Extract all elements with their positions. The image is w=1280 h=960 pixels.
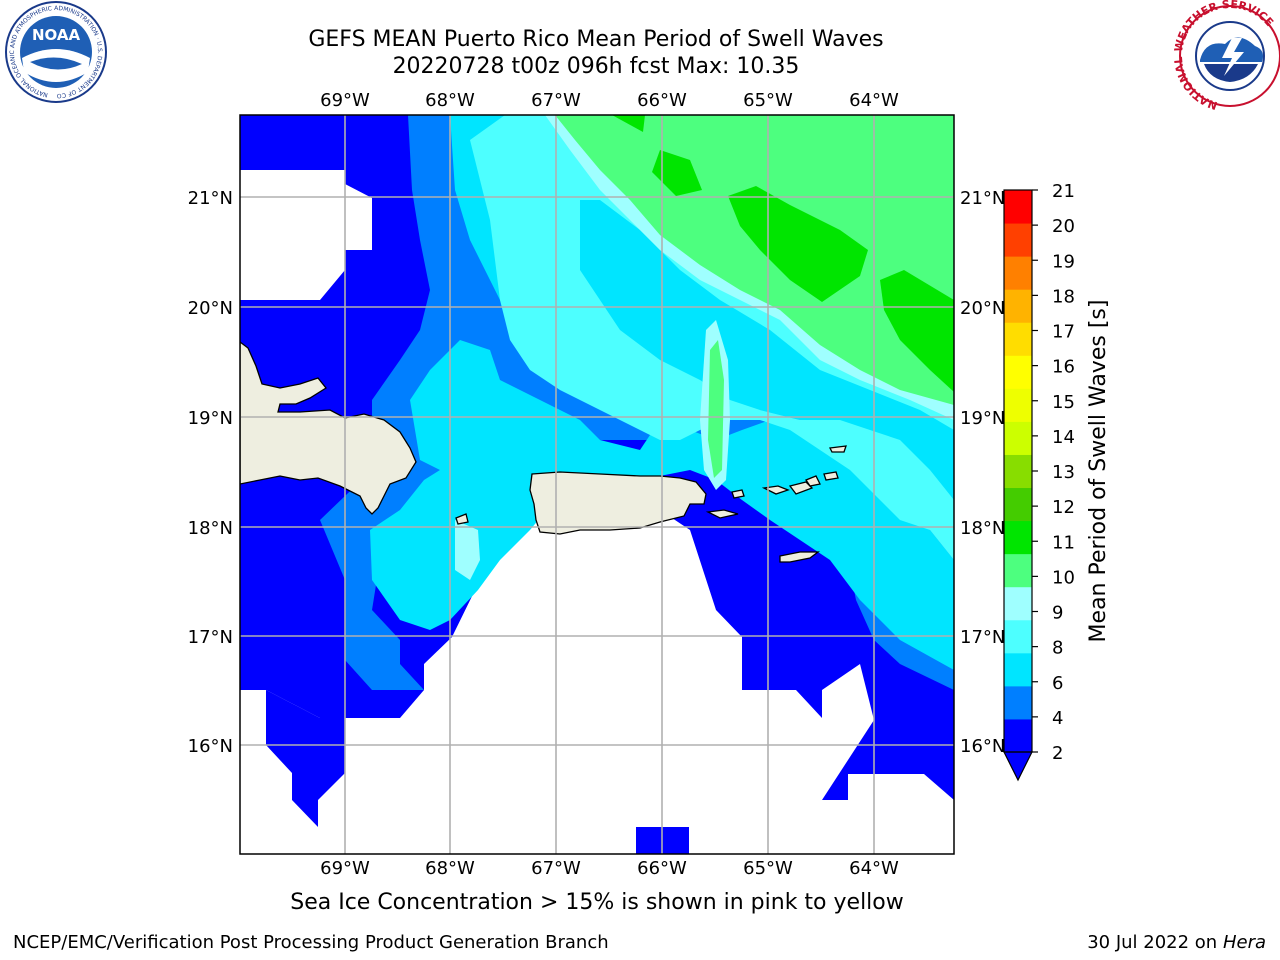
colorbar-segment: [1004, 652, 1032, 687]
colorbar-tick-label: 9: [1052, 603, 1063, 624]
colorbar-segment: [1004, 190, 1032, 224]
lon-label-top: 65°W: [743, 90, 793, 111]
lat-label-left: 20°N: [188, 298, 233, 319]
lat-label-right: 19°N: [960, 408, 1005, 429]
colorbar-segment: [1004, 388, 1032, 422]
footer-date: 30 Jul 2022 on Hera: [1087, 932, 1266, 953]
lat-label-left: 21°N: [188, 188, 233, 209]
contour-11-12b: [652, 150, 702, 196]
hispaniola: [240, 341, 417, 515]
contour-11-12d: [880, 270, 954, 392]
colorbar-tick-label: 11: [1052, 532, 1075, 553]
colorbar-tick-label: 14: [1052, 427, 1075, 448]
lat-label-left: 18°N: [188, 518, 233, 539]
lon-label-bottom: 66°W: [637, 858, 687, 879]
colorbar-segments: [1004, 190, 1032, 753]
footer-date-text: 30 Jul 2022 on: [1087, 932, 1223, 953]
gridlines: [240, 115, 954, 854]
vieques: [705, 509, 739, 519]
lat-labels-right: 21°N 20°N 19°N 18°N 17°N 16°N: [960, 188, 1005, 757]
contour-10-11: [555, 115, 954, 405]
lat-label-left: 17°N: [188, 627, 233, 648]
colorbar-tick-label: 17: [1052, 322, 1075, 343]
colorbar-segment: [1004, 289, 1032, 323]
lat-label-right: 18°N: [960, 518, 1005, 539]
lon-label-bottom: 64°W: [849, 858, 899, 879]
lat-label-right: 16°N: [960, 736, 1005, 757]
colorbar-label: Mean Period of Swell Waves [s]: [1086, 300, 1111, 643]
lon-label-bottom: 69°W: [320, 858, 370, 879]
colorbar-tick-label: 4: [1052, 708, 1063, 729]
colorbar-tick-label: 19: [1052, 251, 1075, 272]
lon-label-top: 64°W: [849, 90, 899, 111]
colorbar-tick-label: 12: [1052, 497, 1075, 518]
colorbar-tick-label: 18: [1052, 286, 1075, 307]
colorbar-segment: [1004, 553, 1032, 588]
tortola: [805, 475, 821, 487]
colorbar-tick-label: 15: [1052, 392, 1075, 413]
lon-labels-bottom: 69°W 68°W 67°W 66°W 65°W 64°W: [320, 858, 899, 879]
lon-label-bottom: 68°W: [425, 858, 475, 879]
mona-island: [455, 513, 469, 525]
colorbar-tick-label: 13: [1052, 462, 1075, 483]
lon-labels-top: 69°W 68°W 67°W 66°W 65°W 64°W: [320, 90, 899, 111]
noaa-logo-text: NOAA: [32, 26, 81, 44]
contour-11-12a: [612, 115, 645, 132]
colorbar-segment: [1004, 223, 1032, 257]
contour-2-4b: [240, 690, 345, 827]
colorbar-tick-label: 16: [1052, 357, 1075, 378]
anegada: [829, 445, 847, 453]
st-croix: [779, 551, 820, 563]
colorbar-segment: [1004, 520, 1032, 555]
colorbar-tick-label: 20: [1052, 216, 1075, 237]
noaa-logo: NOAA NATIONAL OCEANIC AND ATMOSPHERIC AD…: [0, 0, 107, 103]
colorbar-segment: [1004, 718, 1032, 753]
colorbar-segment: [1004, 487, 1032, 522]
plot-title: GEFS MEAN Puerto Rico Mean Period of Swe…: [308, 27, 884, 52]
culebra: [731, 489, 745, 499]
map-panel: 69°W 68°W 67°W 66°W 65°W 64°W 69°W 68°W …: [188, 90, 1006, 879]
colorbar-segment: [1004, 256, 1032, 290]
lon-label-bottom: 67°W: [531, 858, 581, 879]
contour-9-10c: [455, 520, 480, 580]
footer-machine: Hera: [1222, 932, 1266, 953]
lat-label-left: 16°N: [188, 736, 233, 757]
lon-label-top: 67°W: [531, 90, 581, 111]
lat-labels-left: 21°N 20°N 19°N 18°N 17°N 16°N: [188, 188, 233, 757]
st-thomas: [761, 485, 790, 495]
colorbar-extend-min: [1003, 751, 1033, 782]
lat-label-left: 19°N: [188, 408, 233, 429]
sea-ice-note: Sea Ice Concentration > 15% is shown in …: [290, 890, 904, 915]
footer-branch: NCEP/EMC/Verification Post Processing Pr…: [13, 932, 609, 953]
nws-logo: NATIONAL WEATHER SERVICE: [1172, 0, 1280, 112]
colorbar-segment: [1004, 454, 1032, 489]
colorbar-tick-label: 8: [1052, 638, 1063, 659]
colorbar-segment: [1004, 685, 1032, 720]
colorbar-tick-label: 6: [1052, 673, 1063, 694]
colorbar-segment: [1004, 586, 1032, 621]
plot-subtitle: 20220728 t00z 096h fcst Max: 10.35: [392, 54, 800, 79]
lon-label-top: 66°W: [637, 90, 687, 111]
colorbar-tick-label: 2: [1052, 743, 1063, 764]
colorbar-segment: [1004, 322, 1032, 356]
virgin-gorda: [823, 471, 839, 481]
map-frame: [239, 114, 955, 855]
lon-label-top: 69°W: [320, 90, 370, 111]
lat-label-right: 21°N: [960, 188, 1005, 209]
colorbar-tick-label: 10: [1052, 567, 1075, 588]
colorbar-ticks: 21 20 19 18 17 16 15 14 13 12 11 10 9 8 6 4 2: [1032, 181, 1075, 764]
colorbar-segment: [1004, 421, 1032, 455]
colorbar-tick-label: 21: [1052, 181, 1075, 202]
colorbar: 21 20 19 18 17 16 15 14 13 12 11 10 9 8 6 4 2 Mean Perio…: [1003, 181, 1111, 782]
lon-label-top: 68°W: [425, 90, 475, 111]
lon-label-bottom: 65°W: [743, 858, 793, 879]
st-john: [788, 481, 814, 495]
contour-11-12c: [728, 186, 868, 302]
colorbar-segment: [1004, 619, 1032, 654]
contour-10-11b: [708, 340, 724, 478]
lat-label-right: 20°N: [960, 298, 1005, 319]
colorbar-segment: [1004, 355, 1032, 389]
swell-period-field: [240, 115, 954, 854]
lat-label-right: 17°N: [960, 627, 1005, 648]
